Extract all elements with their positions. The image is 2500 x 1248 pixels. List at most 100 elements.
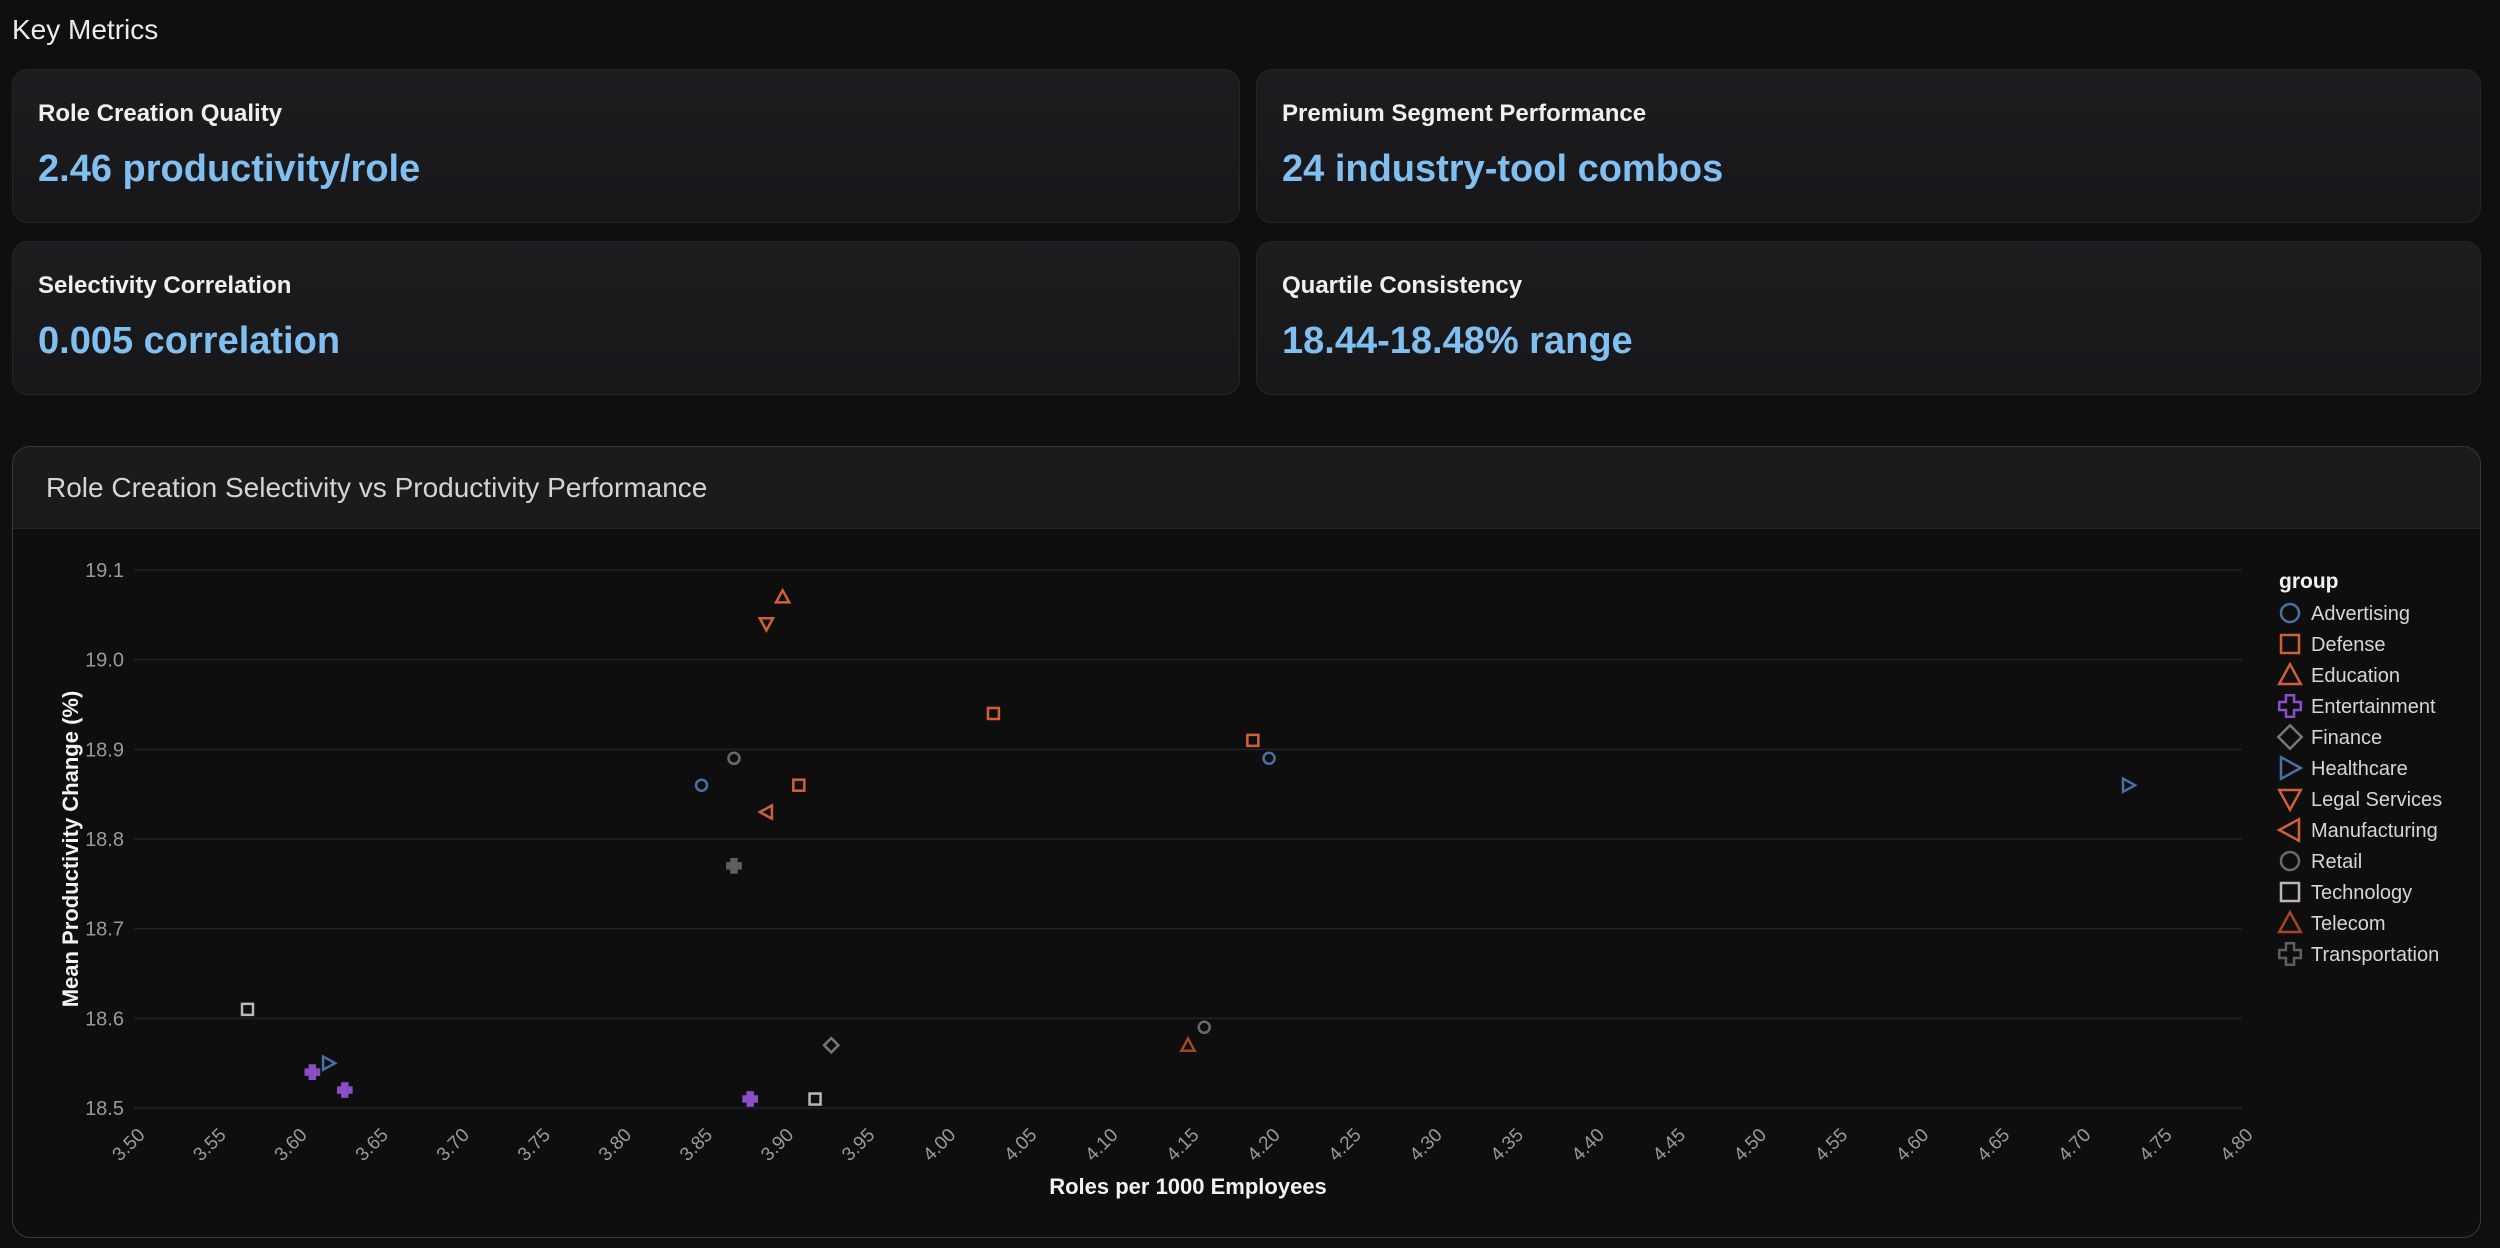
x-tick-label: 4.35 — [1487, 1125, 1528, 1166]
x-tick-label: 4.30 — [1406, 1125, 1447, 1166]
legend-marker — [2279, 755, 2304, 781]
data-points — [240, 587, 2138, 1107]
x-tick-label: 3.90 — [757, 1125, 798, 1166]
x-tick-label: 3.70 — [433, 1125, 474, 1166]
data-point — [1179, 1036, 1197, 1052]
x-tick-label: 4.10 — [1081, 1125, 1122, 1166]
data-point — [1246, 733, 1260, 748]
legend-marker — [2276, 723, 2304, 751]
legend-marker — [2279, 602, 2301, 624]
y-tick-label: 18.6 — [85, 1008, 124, 1030]
legend-label: Technology — [2311, 882, 2412, 904]
x-tick-label: 4.55 — [1811, 1125, 1852, 1166]
x-tick-label: 3.55 — [190, 1125, 231, 1166]
x-tick-label: 3.75 — [514, 1125, 555, 1166]
legend-title: group — [2279, 570, 2338, 593]
chart-panel-title: Role Creation Selectivity vs Productivit… — [46, 472, 708, 503]
data-point — [822, 1036, 841, 1055]
y-tick-label: 18.9 — [85, 739, 124, 761]
legend-label: Entertainment — [2311, 696, 2436, 718]
grid-lines — [134, 569, 2242, 1109]
x-tick-label: 4.80 — [2217, 1125, 2258, 1166]
legend-marker — [2276, 817, 2301, 843]
x-tick-label: 4.45 — [1649, 1125, 1690, 1166]
legend-marker — [2279, 881, 2301, 903]
legend-label: Legal Services — [2311, 789, 2442, 811]
x-tick-label: 4.00 — [919, 1125, 960, 1166]
metric-card-role-creation-quality: Role Creation Quality 2.46 productivity/… — [12, 69, 1240, 223]
scatter-chart[interactable]: 18.5 18.6 18.7 18.8 18.9 19.0 19.1 3.50 3.55 3.60… — [13, 447, 2480, 1237]
x-tick-label: 3.95 — [838, 1125, 879, 1166]
metric-value: 0.005 correlation — [38, 320, 341, 362]
x-tick-label: 3.80 — [595, 1125, 636, 1166]
data-point — [727, 751, 741, 766]
x-tick-label: 4.70 — [2054, 1125, 2095, 1166]
metric-label: Role Creation Quality — [38, 100, 283, 127]
x-tick-label: 4.75 — [2135, 1125, 2176, 1166]
y-tick-label: 18.7 — [85, 919, 124, 941]
data-point — [757, 803, 774, 821]
x-tick-label: 4.20 — [1244, 1125, 1285, 1166]
legend-marker — [2277, 693, 2303, 719]
legend-marker — [2277, 941, 2303, 967]
data-point — [1262, 751, 1276, 766]
legend-marker — [2277, 661, 2303, 686]
data-point — [321, 1054, 338, 1072]
data-point — [742, 1091, 759, 1107]
data-point — [773, 587, 792, 604]
y-axis-label: Mean Productivity Change (%) — [58, 691, 83, 1008]
chart-panel: Role Creation Selectivity vs Productivit… — [12, 446, 2481, 1238]
data-point — [757, 617, 776, 634]
data-point — [336, 1082, 353, 1098]
section-title: Key Metrics — [12, 14, 159, 45]
x-tick-label: 3.85 — [676, 1125, 717, 1166]
metric-card-selectivity-correlation: Selectivity Correlation 0.005 correlatio… — [12, 241, 1240, 395]
legend-label: Healthcare — [2311, 758, 2408, 780]
legend-label: Transportation — [2311, 944, 2439, 966]
x-tick-label: 3.65 — [352, 1125, 393, 1166]
data-point — [808, 1092, 822, 1106]
x-tick-label: 4.60 — [1892, 1125, 1933, 1166]
metric-value: 24 industry-tool combos — [1282, 148, 1724, 190]
legend-label: Defense — [2311, 634, 2386, 656]
legend: group Advertising Defense Education Entertai… — [2276, 570, 2442, 967]
x-tick-label: 3.50 — [109, 1125, 150, 1166]
data-point — [2121, 776, 2138, 794]
x-tick-label: 4.25 — [1325, 1125, 1366, 1166]
data-point — [240, 1002, 255, 1017]
metric-card-quartile-consistency: Quartile Consistency 18.44-18.48% range — [1256, 241, 2481, 395]
data-point — [986, 706, 1001, 721]
metric-label: Premium Segment Performance — [1282, 100, 1647, 127]
y-tick-label: 19.1 — [85, 560, 124, 582]
legend-label: Manufacturing — [2311, 820, 2438, 842]
x-tick-label: 4.50 — [1730, 1125, 1771, 1166]
legend-marker — [2277, 788, 2303, 813]
x-tick-label: 4.15 — [1163, 1125, 1204, 1166]
legend-marker — [2277, 909, 2303, 934]
legend-label: Advertising — [2311, 603, 2410, 625]
data-point — [726, 858, 742, 874]
legend-label: Telecom — [2311, 913, 2385, 935]
y-tick-label: 19.0 — [85, 650, 124, 672]
metric-label: Selectivity Correlation — [38, 272, 292, 299]
x-tick-label: 4.65 — [1973, 1125, 2014, 1166]
legend-marker — [2279, 633, 2301, 655]
y-tick-label: 18.8 — [85, 829, 124, 851]
x-tick-label: 4.40 — [1568, 1125, 1609, 1166]
chart-panel-header: Role Creation Selectivity vs Productivit… — [13, 447, 2480, 529]
metric-card-premium-segment-performance: Premium Segment Performance 24 industry-… — [1256, 69, 2481, 223]
legend-marker — [2279, 850, 2301, 872]
legend-label: Finance — [2311, 727, 2382, 749]
x-tick-label: 4.05 — [1000, 1125, 1041, 1166]
x-axis-label: Roles per 1000 Employees — [1049, 1174, 1327, 1199]
x-tick-label: 3.60 — [271, 1125, 312, 1166]
data-point — [694, 778, 709, 792]
data-point — [792, 778, 806, 792]
y-tick-label: 18.5 — [85, 1098, 124, 1120]
data-point — [1197, 1020, 1211, 1035]
legend-label: Retail — [2311, 851, 2362, 873]
metric-value: 2.46 productivity/role — [38, 148, 421, 190]
legend-label: Education — [2311, 665, 2400, 687]
data-point — [304, 1064, 321, 1080]
metric-value: 18.44-18.48% range — [1282, 320, 1633, 362]
